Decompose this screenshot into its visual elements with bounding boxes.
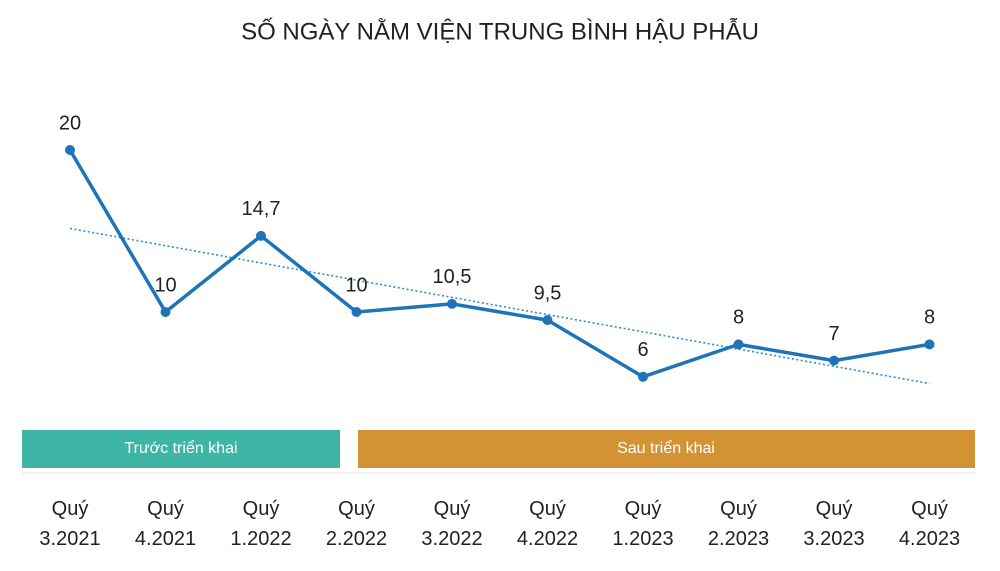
x-tick-label: Quý 4.2021 — [135, 498, 196, 550]
phase-band — [358, 430, 975, 468]
value-label: 10,5 — [433, 266, 472, 288]
point — [447, 298, 457, 309]
point — [733, 339, 744, 350]
value-label: 10 — [154, 274, 176, 296]
value-label: 6 — [637, 339, 648, 361]
point — [542, 315, 553, 326]
x-tick-label: Quý 2.2023 — [708, 498, 769, 550]
point — [829, 355, 839, 366]
x-tick-label: Quý 3.2023 — [803, 498, 864, 550]
phase-label: Sau triển khai — [617, 439, 715, 457]
phase-label: Trước triển khai — [124, 439, 237, 457]
point — [924, 339, 935, 350]
value-label: 7 — [828, 323, 839, 345]
x-tick-label: Quý 2.2022 — [326, 498, 387, 550]
chart-title: SỐ NGÀY NẰM VIỆN TRUNG BÌNH HẬU PHẪU — [241, 16, 759, 45]
x-tick-label: Quý 3.2021 — [39, 498, 100, 550]
point — [638, 371, 648, 382]
trendline — [69, 227, 930, 385]
x-tick-label: Quý 1.2023 — [612, 498, 673, 550]
value-label: 9,5 — [534, 282, 562, 304]
value-label: 8 — [924, 307, 935, 329]
point — [65, 145, 75, 155]
point — [160, 307, 171, 317]
x-tick-label: Quý 3.2022 — [421, 498, 482, 550]
x-tick-label: Quý 1.2022 — [230, 498, 291, 550]
point — [351, 307, 362, 317]
x-tick-label: Quý 4.2023 — [899, 498, 960, 550]
point — [256, 230, 266, 241]
value-label: 8 — [733, 307, 744, 329]
line — [68, 149, 930, 379]
value-label: 14,7 — [242, 198, 281, 220]
x-tick-label: Quý 4.2022 — [517, 498, 578, 550]
value-label: 20 — [59, 112, 81, 134]
phase-band — [22, 430, 340, 468]
value-label: 10 — [345, 274, 367, 296]
